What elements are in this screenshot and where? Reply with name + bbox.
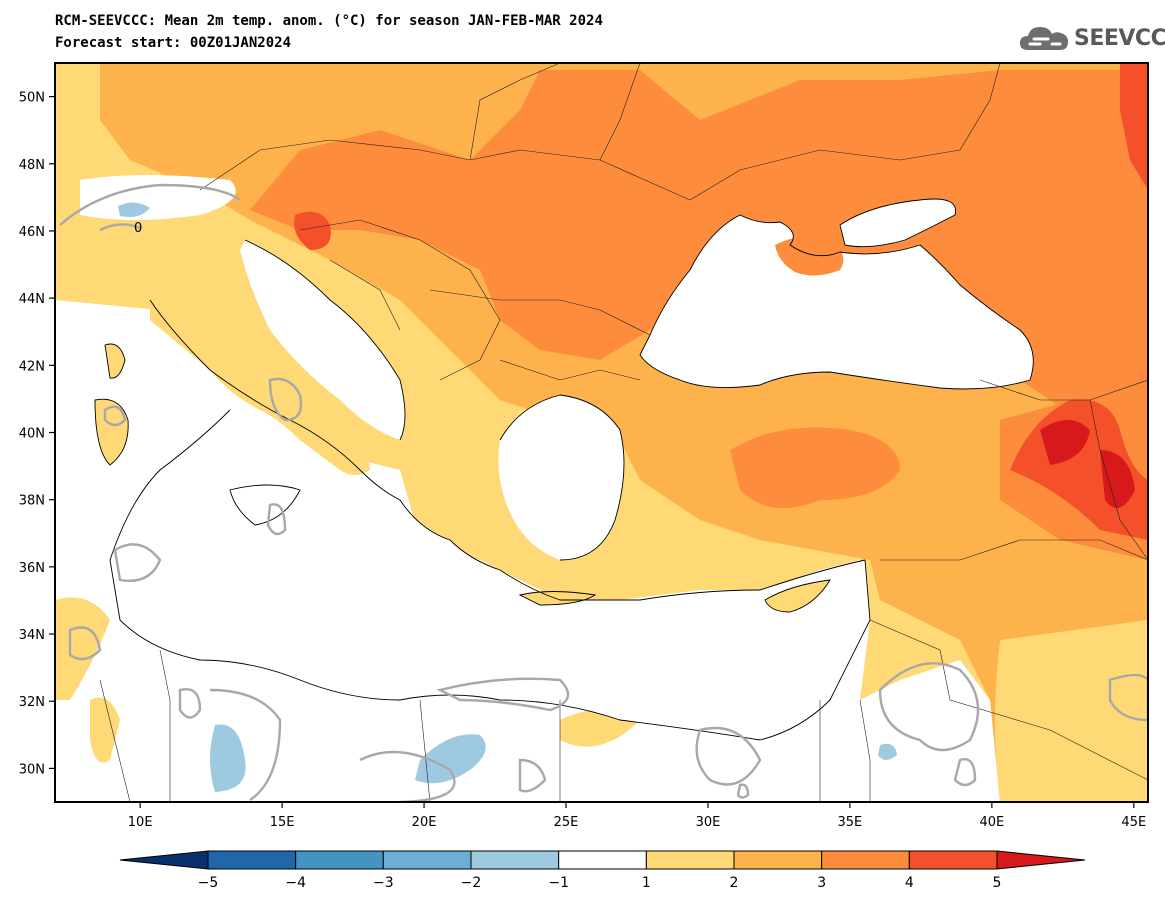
colorbar-swatch bbox=[470, 850, 560, 870]
lat-tick-label: 30N bbox=[19, 762, 45, 777]
lon-tick-label: 40E bbox=[979, 815, 1004, 830]
lat-tick-label: 40N bbox=[19, 427, 45, 442]
anomaly-fill-4-5 bbox=[294, 211, 331, 250]
colorbar-swatch bbox=[645, 850, 735, 870]
anomaly-fill-4-5 bbox=[1120, 63, 1148, 190]
country-borders bbox=[99, 63, 1148, 802]
anomaly-fill-5plus bbox=[1040, 420, 1090, 465]
colorbar-swatch bbox=[821, 850, 910, 870]
corsica bbox=[105, 344, 125, 379]
lat-tick-label: 36N bbox=[19, 561, 45, 576]
colorbar-swatch bbox=[908, 850, 998, 870]
colorbar-max-extend bbox=[996, 850, 1086, 870]
lon-tick-label: 30E bbox=[696, 815, 721, 830]
lon-tick-label: 25E bbox=[554, 815, 579, 830]
colorbar-label: −1 bbox=[548, 875, 569, 891]
anomaly-fill-minus-1-2 bbox=[415, 734, 486, 784]
mediterranean-sea bbox=[110, 300, 870, 740]
sardinia bbox=[95, 399, 129, 465]
colorbar-label: −2 bbox=[461, 875, 482, 891]
anomaly-fill-minus-1-2 bbox=[118, 202, 150, 217]
colorbar-label: 1 bbox=[642, 875, 651, 891]
italy-peninsula bbox=[150, 300, 370, 475]
lon-tick-label: 45E bbox=[1121, 815, 1146, 830]
lat-tick-label: 50N bbox=[19, 91, 45, 106]
lat-tick-label: 34N bbox=[19, 628, 45, 643]
anomaly-fill-5plus bbox=[1100, 450, 1135, 508]
lon-tick-label: 35E bbox=[838, 815, 863, 830]
lat-tick-label: 48N bbox=[19, 158, 45, 173]
colorbar-swatch bbox=[382, 850, 472, 870]
map-title: RCM-SEEVCCC: Mean 2m temp. anom. (°C) fo… bbox=[55, 13, 603, 29]
colorbar-swatch bbox=[558, 850, 647, 870]
colorbar-label: 2 bbox=[730, 875, 739, 891]
colorbar-label: −4 bbox=[285, 875, 306, 891]
lat-tick-label: 44N bbox=[19, 292, 45, 307]
aegean-sea bbox=[498, 395, 624, 560]
anomaly-fill-1-2 bbox=[90, 697, 120, 763]
lat-tick-label: 38N bbox=[19, 494, 45, 509]
black-sea bbox=[640, 215, 1034, 389]
seevccc-logo: SEEVCCC bbox=[1018, 20, 1165, 56]
lon-tick-label: 20E bbox=[412, 815, 437, 830]
coastlines bbox=[94, 198, 1034, 741]
zero-contours bbox=[59, 183, 1148, 802]
sicily bbox=[230, 485, 300, 525]
colorbar-label: 3 bbox=[817, 875, 826, 891]
lat-tick-label: 32N bbox=[19, 695, 45, 710]
colorbar-label: 4 bbox=[905, 875, 914, 891]
anomaly-fill-minus-1-2 bbox=[210, 724, 246, 792]
lon-tick-label: 10E bbox=[128, 815, 153, 830]
anomaly-fill-1-2 bbox=[55, 597, 110, 700]
colorbar-label: −5 bbox=[198, 875, 219, 891]
colorbar-min-extend bbox=[119, 850, 209, 870]
colorbar: −5 −4 −3 −2 −1 1 2 3 4 5 bbox=[119, 850, 1086, 891]
colorbar-label: 5 bbox=[993, 875, 1002, 891]
adriatic-sea bbox=[240, 240, 405, 440]
anomaly-fill-3-4 bbox=[730, 427, 900, 508]
colorbar-swatch bbox=[207, 850, 297, 870]
lon-tick-label: 15E bbox=[270, 815, 295, 830]
anomaly-fill-3-4 bbox=[250, 70, 1148, 420]
forecast-start-label: Forecast start: 00Z01JAN2024 bbox=[55, 35, 292, 51]
cloud-icon bbox=[1020, 27, 1068, 50]
anomaly-fill-1-2 bbox=[995, 620, 1148, 802]
colorbar-label: −3 bbox=[373, 875, 394, 891]
contour-label: 0 bbox=[134, 221, 142, 236]
map-field bbox=[55, 63, 1148, 802]
logo-text: SEEVCCC bbox=[1074, 26, 1165, 51]
lat-tick-label: 46N bbox=[19, 225, 45, 240]
tyrrhenian-sea bbox=[126, 328, 301, 500]
cyprus bbox=[765, 580, 830, 612]
axis-ticks: 10E 15E 20E 25E 30E 35E 40E 45E 50N 48N 46N 44N 42N 4… bbox=[19, 91, 1146, 830]
anomaly-fill-minus-1-2 bbox=[878, 743, 897, 760]
colorbar-swatch bbox=[295, 850, 384, 870]
lat-tick-label: 42N bbox=[19, 359, 45, 374]
colorbar-swatch bbox=[733, 850, 823, 870]
